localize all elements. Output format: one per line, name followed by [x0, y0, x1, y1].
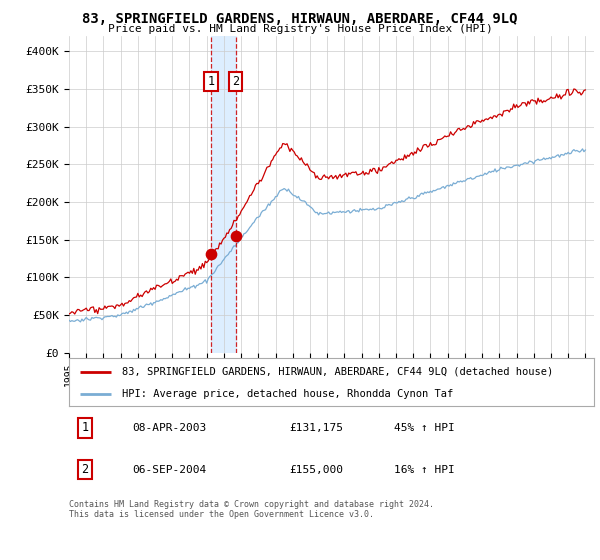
Text: 2: 2 — [81, 463, 88, 476]
Bar — [211, 36, 236, 353]
Text: 1: 1 — [81, 421, 88, 435]
Text: 16% ↑ HPI: 16% ↑ HPI — [395, 465, 455, 474]
Text: 1: 1 — [208, 75, 215, 88]
Point — [231, 231, 241, 240]
Point — [206, 250, 216, 259]
Text: 06-SEP-2004: 06-SEP-2004 — [132, 465, 206, 474]
Text: £155,000: £155,000 — [290, 465, 343, 474]
Text: 83, SPRINGFIELD GARDENS, HIRWAUN, ABERDARE, CF44 9LQ: 83, SPRINGFIELD GARDENS, HIRWAUN, ABERDA… — [82, 12, 518, 26]
Text: HPI: Average price, detached house, Rhondda Cynon Taf: HPI: Average price, detached house, Rhon… — [121, 389, 453, 399]
Text: 45% ↑ HPI: 45% ↑ HPI — [395, 423, 455, 433]
Text: 83, SPRINGFIELD GARDENS, HIRWAUN, ABERDARE, CF44 9LQ (detached house): 83, SPRINGFIELD GARDENS, HIRWAUN, ABERDA… — [121, 367, 553, 377]
Text: Price paid vs. HM Land Registry's House Price Index (HPI): Price paid vs. HM Land Registry's House … — [107, 24, 493, 34]
Text: 08-APR-2003: 08-APR-2003 — [132, 423, 206, 433]
Text: This data is licensed under the Open Government Licence v3.0.: This data is licensed under the Open Gov… — [69, 510, 374, 519]
Text: Contains HM Land Registry data © Crown copyright and database right 2024.: Contains HM Land Registry data © Crown c… — [69, 500, 434, 508]
Text: 2: 2 — [232, 75, 239, 88]
Text: £131,175: £131,175 — [290, 423, 343, 433]
